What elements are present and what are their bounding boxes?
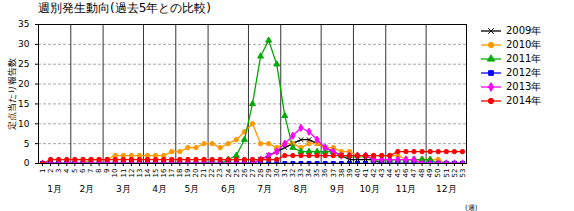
svg-text:32: 32 bbox=[289, 169, 297, 178]
svg-text:6月: 6月 bbox=[221, 184, 236, 194]
svg-text:53: 53 bbox=[459, 169, 467, 178]
svg-text:25: 25 bbox=[18, 59, 29, 69]
svg-text:24: 24 bbox=[225, 168, 233, 177]
svg-text:11: 11 bbox=[120, 169, 128, 178]
svg-text:10: 10 bbox=[111, 169, 119, 178]
svg-text:4: 4 bbox=[63, 168, 71, 173]
svg-text:23: 23 bbox=[216, 169, 224, 178]
svg-text:20: 20 bbox=[192, 169, 200, 178]
svg-text:15: 15 bbox=[152, 169, 160, 178]
svg-text:1月: 1月 bbox=[47, 184, 62, 194]
svg-text:30: 30 bbox=[273, 169, 281, 178]
svg-text:17: 17 bbox=[168, 169, 176, 178]
html-text:2014年: 2014年 bbox=[506, 95, 542, 106]
svg-text:8: 8 bbox=[95, 169, 103, 173]
svg-text:7: 7 bbox=[87, 169, 95, 173]
html-text:週別発生動向(過去5年との比較): 週別発生動向(過去5年との比較) bbox=[38, 1, 211, 15]
svg-text:51: 51 bbox=[443, 169, 451, 178]
svg-text:49: 49 bbox=[426, 169, 434, 178]
svg-text:25: 25 bbox=[233, 169, 241, 178]
svg-text:定点当たり報告数: 定点当たり報告数 bbox=[7, 58, 17, 130]
svg-text:39: 39 bbox=[346, 169, 354, 178]
svg-text:28: 28 bbox=[257, 169, 265, 178]
svg-text:2月: 2月 bbox=[80, 184, 95, 194]
svg-text:33: 33 bbox=[297, 169, 305, 178]
svg-text:16: 16 bbox=[160, 168, 168, 177]
svg-text:12: 12 bbox=[128, 169, 136, 178]
svg-text:13: 13 bbox=[136, 169, 144, 178]
svg-text:8月: 8月 bbox=[294, 184, 309, 194]
svg-text:3: 3 bbox=[55, 169, 63, 173]
svg-text:2: 2 bbox=[47, 169, 55, 173]
svg-text:37: 37 bbox=[329, 169, 337, 178]
svg-text:4月: 4月 bbox=[152, 184, 167, 194]
svg-text:48: 48 bbox=[418, 169, 426, 178]
html-text:2009年: 2009年 bbox=[506, 25, 542, 36]
svg-text:40: 40 bbox=[354, 169, 362, 178]
svg-text:1: 1 bbox=[39, 169, 47, 173]
svg-text:41: 41 bbox=[362, 169, 370, 178]
html-text:2013年: 2013年 bbox=[506, 81, 542, 92]
svg-text:9: 9 bbox=[103, 169, 111, 173]
svg-text:5: 5 bbox=[71, 169, 79, 173]
html-text:2012年: 2012年 bbox=[506, 67, 542, 78]
svg-text:35: 35 bbox=[313, 169, 321, 178]
svg-text:3月: 3月 bbox=[116, 184, 131, 194]
svg-text:12月: 12月 bbox=[436, 184, 456, 194]
svg-text:47: 47 bbox=[410, 169, 418, 178]
svg-text:26: 26 bbox=[241, 168, 249, 177]
svg-text:29: 29 bbox=[265, 169, 273, 178]
svg-text:42: 42 bbox=[370, 169, 378, 178]
svg-text:35: 35 bbox=[18, 19, 29, 29]
svg-text:6: 6 bbox=[79, 168, 87, 173]
svg-text:44: 44 bbox=[386, 168, 394, 177]
svg-text:52: 52 bbox=[451, 169, 459, 178]
svg-text:18: 18 bbox=[176, 169, 184, 178]
svg-text:34: 34 bbox=[305, 168, 313, 177]
svg-text:7月: 7月 bbox=[257, 184, 272, 194]
svg-text:19: 19 bbox=[184, 169, 192, 178]
svg-text:31: 31 bbox=[281, 169, 289, 178]
svg-text:50: 50 bbox=[434, 169, 442, 178]
svg-text:9月: 9月 bbox=[330, 184, 345, 194]
svg-text:5月: 5月 bbox=[185, 184, 200, 194]
svg-text:45: 45 bbox=[394, 169, 402, 178]
svg-text:30: 30 bbox=[18, 39, 30, 49]
svg-text:5: 5 bbox=[24, 139, 30, 149]
svg-text:15: 15 bbox=[18, 99, 29, 109]
svg-text:14: 14 bbox=[144, 168, 152, 177]
svg-text:20: 20 bbox=[18, 79, 30, 89]
svg-text:27: 27 bbox=[249, 169, 257, 178]
svg-text:10月: 10月 bbox=[359, 184, 379, 194]
svg-text:0: 0 bbox=[24, 158, 30, 168]
svg-text:36: 36 bbox=[321, 168, 329, 177]
svg-text:43: 43 bbox=[378, 169, 386, 178]
svg-text:38: 38 bbox=[338, 169, 346, 178]
html-text:2010年: 2010年 bbox=[506, 39, 542, 50]
svg-text:11月: 11月 bbox=[396, 184, 416, 194]
svg-text:10: 10 bbox=[18, 119, 30, 129]
svg-text:46: 46 bbox=[402, 168, 410, 177]
svg-text:(週): (週) bbox=[465, 204, 478, 211]
html-text:2011年: 2011年 bbox=[506, 53, 542, 64]
svg-text:21: 21 bbox=[200, 169, 208, 178]
svg-text:22: 22 bbox=[208, 169, 216, 178]
